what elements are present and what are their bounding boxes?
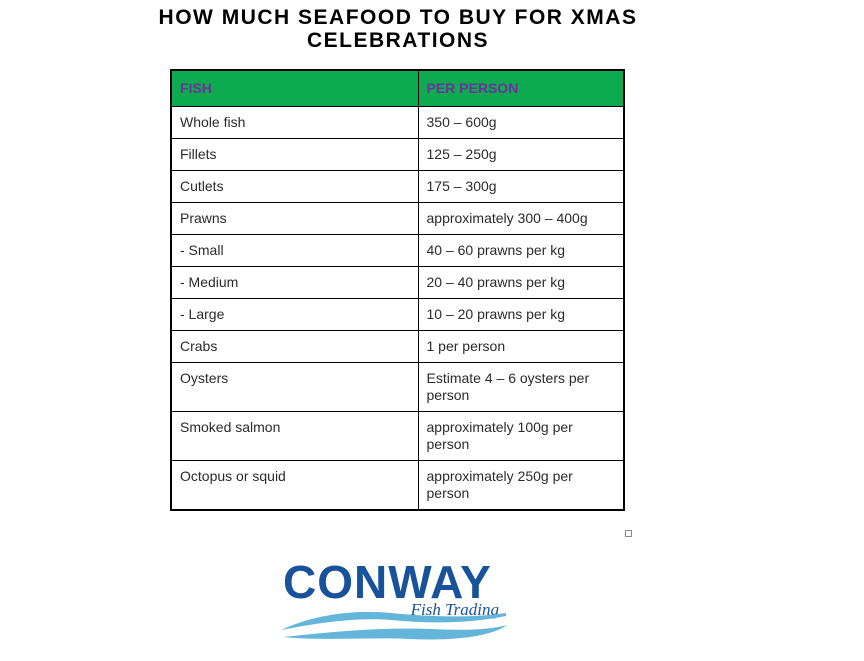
- fish-cell: Octopus or squid: [170, 459, 419, 510]
- per-person-cell: 1 per person: [417, 329, 625, 363]
- per-person-cell: approximately 100g per person: [417, 410, 625, 461]
- seafood-quantity-table: FISH PER PERSON Whole fish 350 – 600g Fill…: [170, 69, 625, 511]
- fish-cell: - Large: [170, 297, 419, 331]
- logo-tagline: Fish Trading: [410, 600, 499, 619]
- page-title-line1: HOW MUCH SEAFOOD TO BUY FOR XMAS: [158, 6, 638, 29]
- fish-cell: Cutlets: [170, 169, 419, 203]
- per-person-cell: 175 – 300g: [417, 169, 625, 203]
- table-row: - Small 40 – 60 prawns per kg: [170, 233, 625, 267]
- page-title: HOW MUCH SEAFOOD TO BUY FOR XMAS CELEBRA…: [0, 6, 796, 52]
- table-row: Smoked salmon approximately 100g per pers…: [170, 410, 625, 461]
- table-row: - Medium 20 – 40 prawns per kg: [170, 265, 625, 299]
- fish-cell: Oysters: [170, 361, 419, 412]
- fish-cell: Fillets: [170, 137, 419, 171]
- per-person-cell: approximately 300 – 400g: [417, 201, 625, 235]
- table-row: Cutlets 175 – 300g: [170, 169, 625, 203]
- per-person-cell: 10 – 20 prawns per kg: [417, 297, 625, 331]
- table-row: Oysters Estimate 4 – 6 oysters per person: [170, 361, 625, 412]
- fish-cell: Crabs: [170, 329, 419, 363]
- column-header-per-person: PER PERSON: [417, 69, 625, 107]
- page-title-line2: CELEBRATIONS: [306, 29, 490, 52]
- logo-waves-icon: [281, 611, 507, 640]
- column-header-fish: FISH: [170, 69, 419, 107]
- per-person-cell: approximately 250g per person: [417, 459, 625, 510]
- table-resize-handle[interactable]: [625, 530, 632, 537]
- fish-cell: - Medium: [170, 265, 419, 299]
- table-row: Prawns approximately 300 – 400g: [170, 201, 625, 235]
- per-person-cell: 40 – 60 prawns per kg: [417, 233, 625, 267]
- table-row: Octopus or squid approximately 250g per p…: [170, 459, 625, 510]
- per-person-cell: 350 – 600g: [417, 105, 625, 139]
- table-header-row: FISH PER PERSON: [170, 69, 625, 107]
- table-row: - Large 10 – 20 prawns per kg: [170, 297, 625, 331]
- per-person-cell: 125 – 250g: [417, 137, 625, 171]
- fish-cell: Smoked salmon: [170, 410, 419, 461]
- table-row: Whole fish 350 – 600g: [170, 105, 625, 139]
- per-person-cell: Estimate 4 – 6 oysters per person: [417, 361, 625, 412]
- fish-cell: Prawns: [170, 201, 419, 235]
- fish-cell: Whole fish: [170, 105, 419, 139]
- conway-logo: CONWAY Fish Trading: [281, 558, 511, 653]
- logo-wordmark: CONWAY: [283, 556, 492, 608]
- table-row: Fillets 125 – 250g: [170, 137, 625, 171]
- table-row: Crabs 1 per person: [170, 329, 625, 363]
- per-person-cell: 20 – 40 prawns per kg: [417, 265, 625, 299]
- fish-cell: - Small: [170, 233, 419, 267]
